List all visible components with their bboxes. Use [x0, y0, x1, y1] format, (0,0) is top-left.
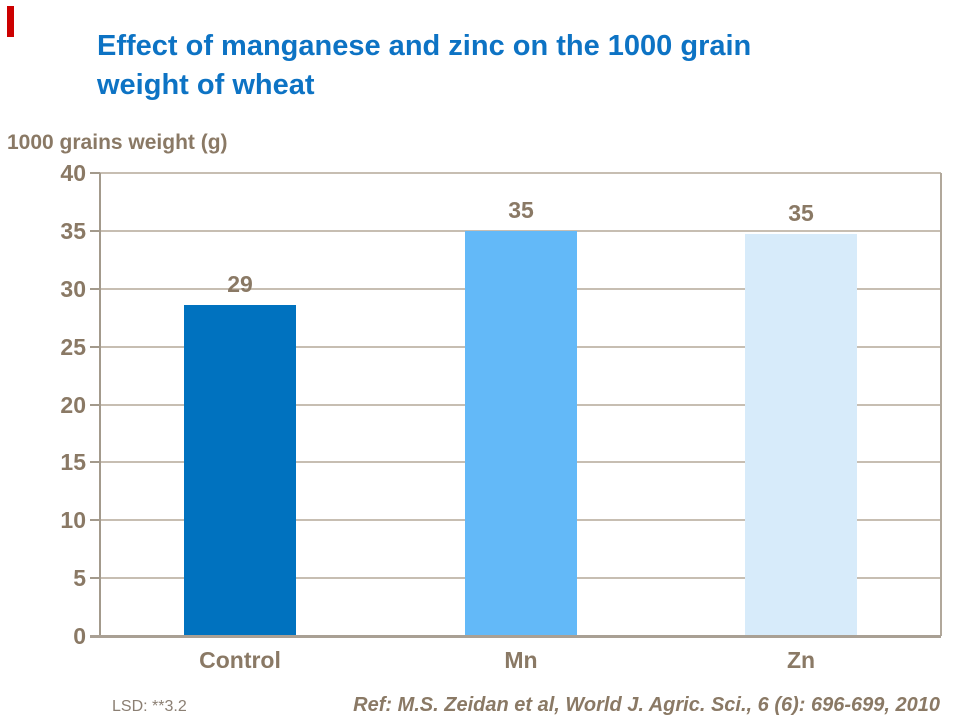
slide-title-line-1: Effect of manganese and zinc on the 1000… [97, 30, 752, 62]
category-label-mn: Mn [504, 647, 538, 673]
slide-title: Effect of manganese and zinc on the 1000… [97, 27, 897, 105]
x-axis-line [90, 635, 941, 638]
y-tick-20 [90, 404, 100, 406]
reference-citation: Ref: M.S. Zeidan et al, World J. Agric. … [353, 694, 940, 716]
y-tick-label-35: 35 [60, 218, 86, 244]
y-tick-label-15: 15 [60, 449, 86, 475]
red-accent-bar [7, 6, 14, 37]
y-tick-label-0: 0 [73, 623, 86, 649]
y-axis-title: 1000 grains weight (g) [7, 131, 228, 154]
slide-title-line-2: weight of wheat [97, 69, 315, 101]
y-tick-35 [90, 230, 100, 232]
y-tick-label-5: 5 [73, 565, 86, 591]
y-tick-label-20: 20 [60, 392, 86, 418]
bar-value-control: 29 [227, 271, 253, 297]
y-tick-25 [90, 346, 100, 348]
y-tick-label-10: 10 [60, 507, 86, 533]
y-tick-label-30: 30 [60, 276, 86, 302]
y-tick-15 [90, 461, 100, 463]
y-tick-label-25: 25 [60, 334, 86, 360]
y-tick-5 [90, 577, 100, 579]
bar-mn [465, 231, 577, 635]
bar-value-mn: 35 [508, 197, 534, 223]
y-tick-30 [90, 288, 100, 290]
bar-value-zn: 35 [788, 200, 814, 226]
y-tick-label-40: 40 [60, 160, 86, 186]
lsd-note: LSD: **3.2 [112, 698, 187, 715]
gridline-40 [100, 172, 941, 174]
category-label-zn: Zn [786, 647, 816, 673]
bar-control [184, 305, 296, 635]
plot-right-border [940, 173, 942, 636]
y-tick-10 [90, 519, 100, 521]
y-tick-40 [90, 172, 100, 174]
y-axis-line [99, 173, 101, 638]
bar-zn [745, 234, 857, 635]
category-label-control: Control [199, 647, 281, 673]
